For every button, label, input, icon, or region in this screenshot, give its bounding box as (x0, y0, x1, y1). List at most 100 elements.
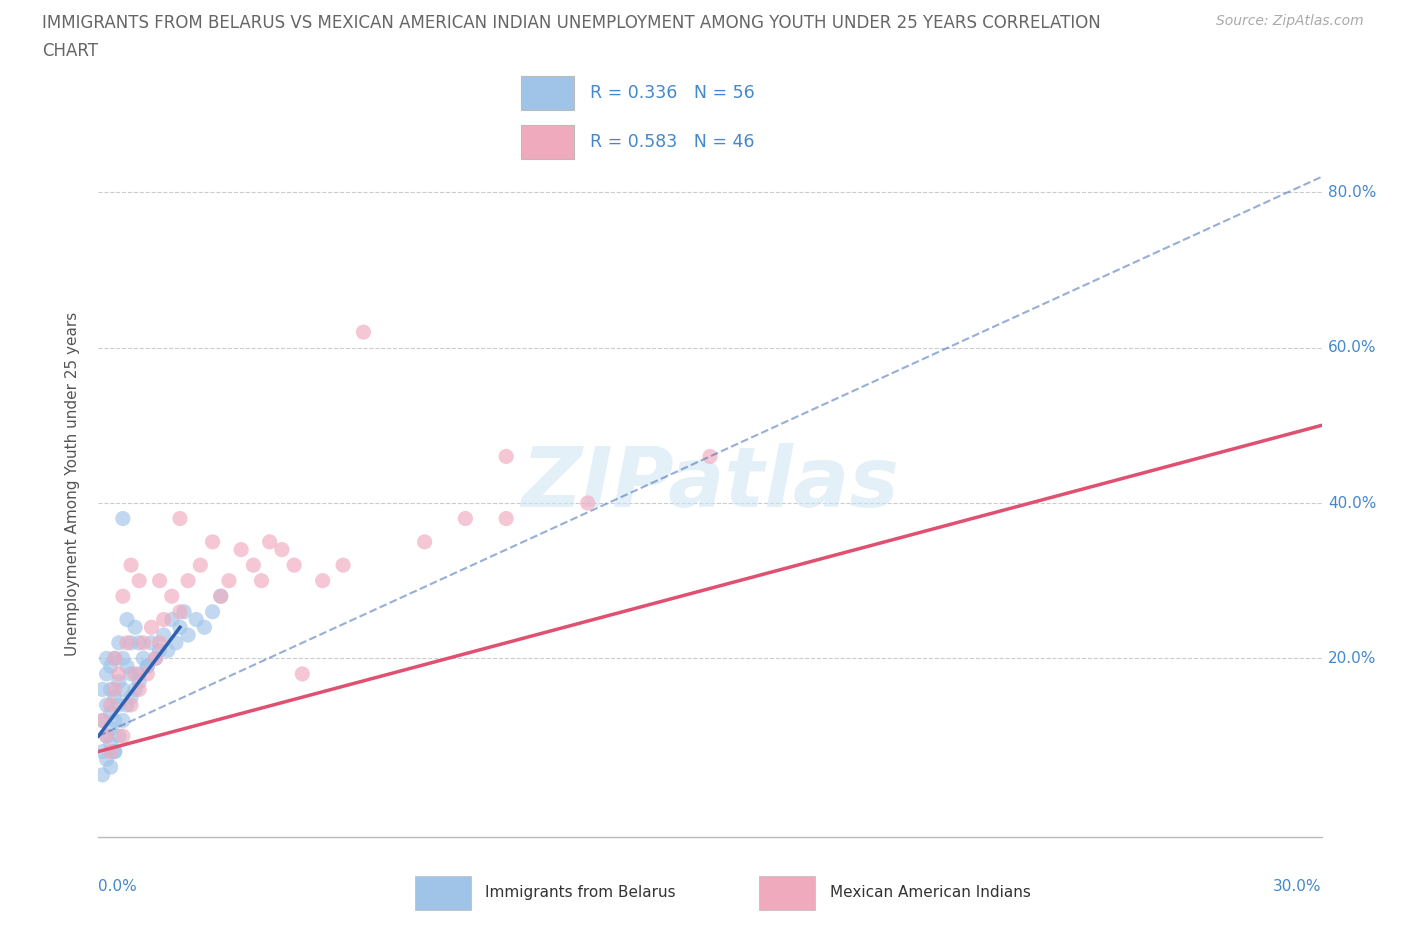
Point (188, 558, 212, 573)
Point (111, 728, 134, 743)
Point (169, 512, 191, 526)
Point (111, 682, 134, 697)
Y-axis label: Unemployment Among Youth under 25 years: Unemployment Among Youth under 25 years (65, 312, 80, 656)
Text: Immigrants from Belarus: Immigrants from Belarus (485, 885, 676, 900)
Text: 80.0%: 80.0% (1327, 185, 1376, 200)
Text: CHART: CHART (42, 42, 98, 60)
Point (259, 535, 281, 550)
Point (91, 767, 114, 782)
Point (111, 512, 134, 526)
Point (413, 535, 436, 550)
Point (201, 535, 224, 550)
Point (156, 644, 179, 658)
Point (231, 542, 253, 557)
Point (100, 721, 122, 736)
Point (332, 558, 354, 573)
Point (141, 635, 163, 650)
Point (270, 542, 294, 557)
Point (120, 698, 142, 712)
Point (96, 728, 118, 743)
FancyBboxPatch shape (522, 125, 575, 159)
Point (108, 667, 131, 682)
Point (104, 651, 127, 666)
Point (128, 682, 150, 697)
Point (100, 760, 122, 775)
Point (291, 667, 314, 682)
Point (352, 325, 374, 339)
Point (136, 667, 159, 682)
Point (124, 620, 146, 635)
FancyBboxPatch shape (522, 76, 575, 110)
Point (152, 612, 174, 627)
Text: ZIPatlas: ZIPatlas (522, 443, 898, 525)
Point (111, 589, 134, 604)
Point (141, 620, 163, 635)
Point (100, 744, 122, 759)
Point (454, 512, 477, 526)
Point (104, 713, 127, 728)
Point (120, 635, 142, 650)
Point (209, 589, 232, 604)
Point (132, 635, 155, 650)
Point (100, 737, 122, 751)
Point (169, 620, 191, 635)
FancyBboxPatch shape (759, 876, 815, 910)
Point (576, 496, 599, 511)
Point (149, 635, 172, 650)
Point (124, 682, 146, 697)
Point (242, 558, 264, 573)
Point (136, 658, 159, 673)
Point (177, 573, 200, 588)
Point (111, 713, 134, 728)
Point (115, 612, 138, 627)
Point (128, 667, 150, 682)
Point (165, 635, 187, 650)
Point (218, 573, 240, 588)
Point (149, 644, 172, 658)
Text: 60.0%: 60.0% (1327, 340, 1376, 355)
Point (120, 558, 142, 573)
Point (96, 651, 118, 666)
Text: Mexican American Indians: Mexican American Indians (830, 885, 1031, 900)
Point (91, 744, 114, 759)
Point (96, 728, 118, 743)
Text: 40.0%: 40.0% (1327, 496, 1376, 511)
Point (177, 628, 200, 643)
Point (104, 682, 127, 697)
Point (128, 573, 150, 588)
Point (108, 674, 131, 689)
Point (152, 628, 174, 643)
Point (169, 604, 191, 619)
Point (108, 698, 131, 712)
Text: R = 0.583   N = 46: R = 0.583 N = 46 (589, 133, 754, 151)
Text: 0.0%: 0.0% (98, 880, 138, 895)
Point (104, 651, 127, 666)
Point (100, 682, 122, 697)
Point (699, 449, 721, 464)
Point (104, 744, 127, 759)
Point (91, 713, 114, 728)
Point (120, 667, 142, 682)
Point (100, 698, 122, 712)
Point (145, 651, 167, 666)
Text: 30.0%: 30.0% (1274, 880, 1322, 895)
Point (104, 744, 127, 759)
Point (96, 751, 118, 766)
Text: 20.0%: 20.0% (1327, 651, 1376, 666)
Point (160, 612, 183, 627)
Point (115, 698, 138, 712)
FancyBboxPatch shape (415, 876, 471, 910)
Point (128, 674, 150, 689)
Point (250, 573, 273, 588)
Point (115, 658, 138, 673)
Point (115, 635, 138, 650)
Point (96, 698, 118, 712)
Point (108, 728, 131, 743)
Text: IMMIGRANTS FROM BELARUS VS MEXICAN AMERICAN INDIAN UNEMPLOYMENT AMONG YOUTH UNDE: IMMIGRANTS FROM BELARUS VS MEXICAN AMERI… (42, 14, 1101, 32)
Point (312, 573, 335, 588)
Point (160, 589, 183, 604)
Point (100, 658, 122, 673)
Point (111, 651, 134, 666)
Point (124, 667, 146, 682)
Point (128, 635, 150, 650)
